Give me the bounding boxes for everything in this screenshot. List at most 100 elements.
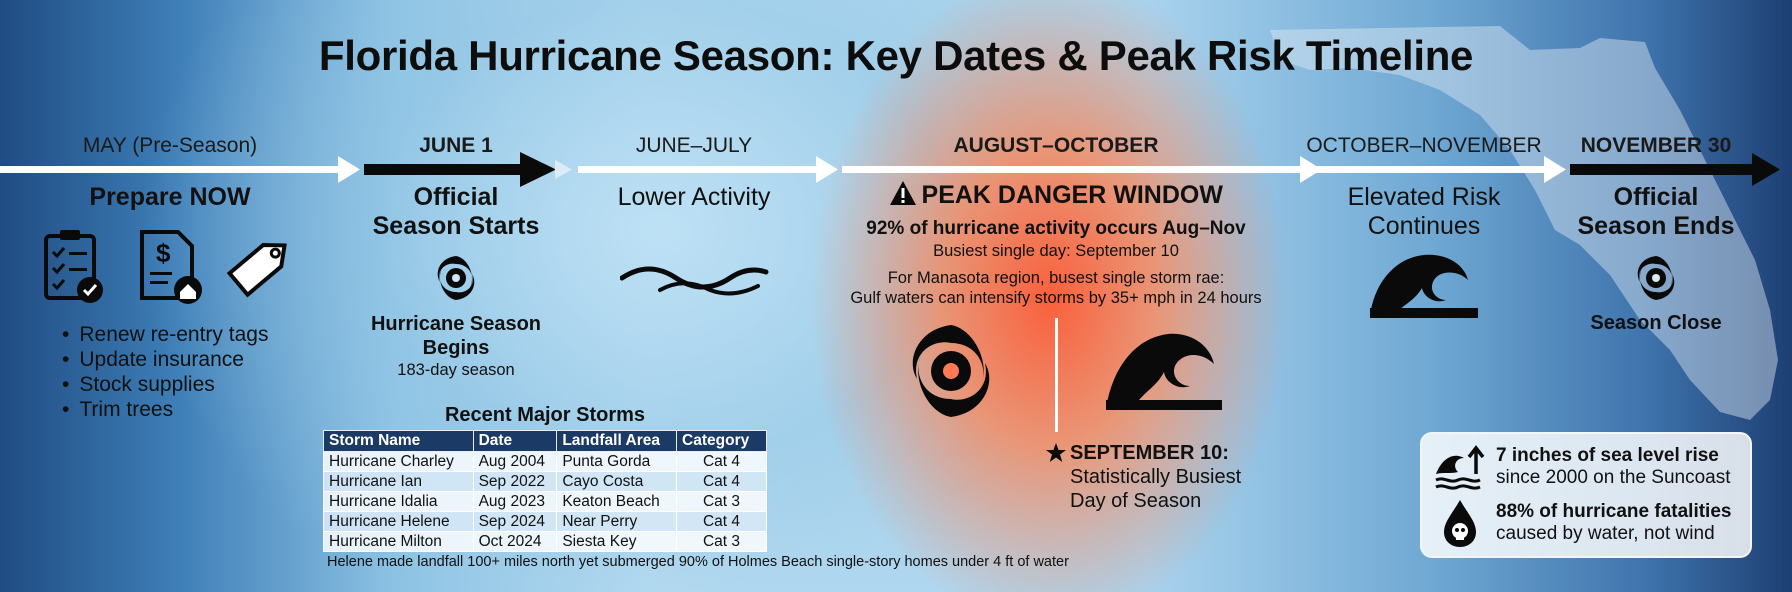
page-title: Florida Hurricane Season: Key Dates & Pe… xyxy=(318,32,1474,79)
season-starts-heading: Official Season Starts xyxy=(336,183,576,241)
prep-item: Renew re-entry tags xyxy=(62,322,268,347)
storm-category-cell: Cat 4 xyxy=(676,511,767,532)
peak-activity-stat: 92% of hurricane activity occurs Aug–Nov xyxy=(866,218,1246,239)
column-header: Landfall Area xyxy=(556,430,678,452)
gulf-intensity-note: For Manasota region, busest single storm… xyxy=(776,268,1336,308)
storm-surge-wave-icon xyxy=(1106,333,1222,410)
storm-date-cell: Oct 2024 xyxy=(472,531,558,552)
season-begins-line1: Hurricane Season xyxy=(370,313,542,335)
gulf-intensity-line1: For Manasota region, busest single storm… xyxy=(887,269,1225,287)
season-length-note: 183-day season xyxy=(397,361,515,379)
storm-landfall-cell: Keaton Beach xyxy=(556,491,678,512)
table-row: Hurricane Idalia Aug 2023 Keaton Beach C… xyxy=(323,491,767,512)
prepare-now-heading: Prepare NOW xyxy=(89,183,251,211)
evacuation-tag-icon xyxy=(226,242,287,298)
timeline-arrow-may xyxy=(0,156,360,183)
divider-line xyxy=(1055,318,1058,432)
table-row: Hurricane Milton Oct 2024 Siesta Key Cat… xyxy=(323,531,767,552)
fact-headline: 88% of hurricane fatalities xyxy=(1496,501,1732,522)
table-row: Hurricane Ian Sep 2022 Cayo Costa Cat 4 xyxy=(323,471,767,492)
storm-name-cell: Hurricane Helene xyxy=(323,511,474,532)
storm-date-cell: Aug 2023 xyxy=(472,491,558,512)
storm-category-cell: Cat 3 xyxy=(676,531,767,552)
phase-label-nov30: NOVEMBER 30 xyxy=(1580,134,1732,157)
prep-item: Update insurance xyxy=(62,347,268,372)
peak-danger-title: PEAK DANGER WINDOW xyxy=(921,181,1223,209)
gulf-intensity-line2: Gulf waters can intensify storms by 35+ … xyxy=(850,289,1262,307)
storm-landfall-cell: Cayo Costa xyxy=(556,471,678,492)
table-row: Hurricane Charley Aug 2004 Punta Gorda C… xyxy=(323,451,767,472)
insurance-document-icon: $ xyxy=(140,230,202,304)
water-drop-skull-icon xyxy=(1444,500,1476,547)
elevated-risk-heading: Elevated Risk Continues xyxy=(1304,183,1544,241)
prep-item: Stock supplies xyxy=(62,372,268,397)
timeline-arrow-oct-nov xyxy=(1306,156,1566,183)
fact-row: 7 inches of sea level rise since 2000 on… xyxy=(1434,444,1738,490)
storm-name-cell: Hurricane Idalia xyxy=(323,491,474,512)
sep10-title: SEPTEMBER 10: xyxy=(1070,442,1229,464)
storms-table: Storm Name Date Landfall Area Category H… xyxy=(323,430,767,552)
column-header: Storm Name xyxy=(323,430,474,452)
fact-text: 7 inches of sea level rise since 2000 on… xyxy=(1496,445,1731,489)
season-begins-line2: Begins xyxy=(422,337,490,359)
fact-detail: since 2000 on the Suncoast xyxy=(1496,467,1731,488)
helene-footnote: Helene made landfall 100+ miles north ye… xyxy=(327,554,1069,570)
phase-label-aug-oct: AUGUST–OCTOBER xyxy=(953,134,1159,157)
timeline-arrow-june-july xyxy=(578,156,838,183)
fact-headline: 7 inches of sea level rise xyxy=(1496,445,1719,466)
hurricane-icon xyxy=(437,256,475,300)
season-starts-line2: Season Starts xyxy=(372,212,540,240)
table-row: Hurricane Helene Sep 2024 Near Perry Cat… xyxy=(323,511,767,532)
fact-text: 88% of hurricane fatalities caused by wa… xyxy=(1496,501,1731,545)
phase-label-may: MAY (Pre-Season) xyxy=(82,134,258,157)
fact-detail: caused by water, not wind xyxy=(1496,523,1715,544)
large-hurricane-icon xyxy=(912,325,990,417)
storms-table-heading: Recent Major Storms xyxy=(444,404,646,426)
elevated-risk-line1: Elevated Risk xyxy=(1347,183,1501,211)
warning-icon xyxy=(890,181,917,205)
storm-landfall-cell: Near Perry xyxy=(556,511,678,532)
storm-name-cell: Hurricane Milton xyxy=(323,531,474,552)
timeline-arrow-nov30 xyxy=(1570,153,1780,186)
sep10-line3: Day of Season xyxy=(1070,490,1202,512)
florida-map xyxy=(1270,26,1778,420)
storm-date-cell: Sep 2024 xyxy=(472,511,558,532)
storm-category-cell: Cat 4 xyxy=(676,451,767,472)
svg-text:$: $ xyxy=(156,238,171,268)
lower-activity-heading: Lower Activity xyxy=(617,183,771,211)
prep-checklist: Renew re-entry tags Update insurance Sto… xyxy=(62,322,268,422)
timeline-arrow-tick xyxy=(555,160,572,179)
calm-waves-icon xyxy=(620,266,769,296)
storm-landfall-cell: Siesta Key xyxy=(556,531,678,552)
timeline-arrow-june1 xyxy=(364,152,556,187)
season-ends-line1: Official xyxy=(1613,183,1699,211)
fact-row: 88% of hurricane fatalities caused by wa… xyxy=(1434,498,1738,548)
table-header-row: Storm Name Date Landfall Area Category xyxy=(323,430,767,452)
column-header: Category xyxy=(676,430,767,452)
elevated-risk-line2: Continues xyxy=(1367,212,1481,240)
column-header: Date xyxy=(472,430,558,452)
busiest-day-note: Busiest single day: September 10 xyxy=(933,242,1179,260)
storm-landfall-cell: Punta Gorda xyxy=(556,451,678,472)
season-ends-line2: Season Ends xyxy=(1577,212,1735,240)
peak-danger-heading: PEAK DANGER WINDOW xyxy=(836,180,1276,210)
storm-name-cell: Hurricane Charley xyxy=(323,451,474,472)
timeline xyxy=(0,152,1780,187)
checklist-icon xyxy=(44,230,103,303)
season-begins-subheading: Hurricane Season Begins xyxy=(336,312,576,360)
season-starts-line1: Official xyxy=(413,183,499,211)
sep10-callout: SEPTEMBER 10: Statistically Busiest Day … xyxy=(1070,441,1310,513)
prep-item: Trim trees xyxy=(62,397,268,422)
small-hurricane-icon xyxy=(1637,256,1675,300)
sep10-line2: Statistically Busiest xyxy=(1070,466,1242,488)
wave-icon xyxy=(1370,254,1478,318)
storm-category-cell: Cat 3 xyxy=(676,491,767,512)
storm-date-cell: Aug 2004 xyxy=(472,451,558,472)
storm-date-cell: Sep 2022 xyxy=(472,471,558,492)
phase-label-june-july: JUNE–JULY xyxy=(635,134,753,157)
storm-category-cell: Cat 4 xyxy=(676,471,767,492)
season-ends-heading: Official Season Ends xyxy=(1546,183,1766,241)
season-close-label: Season Close xyxy=(1590,312,1722,334)
star-icon xyxy=(1046,443,1066,462)
